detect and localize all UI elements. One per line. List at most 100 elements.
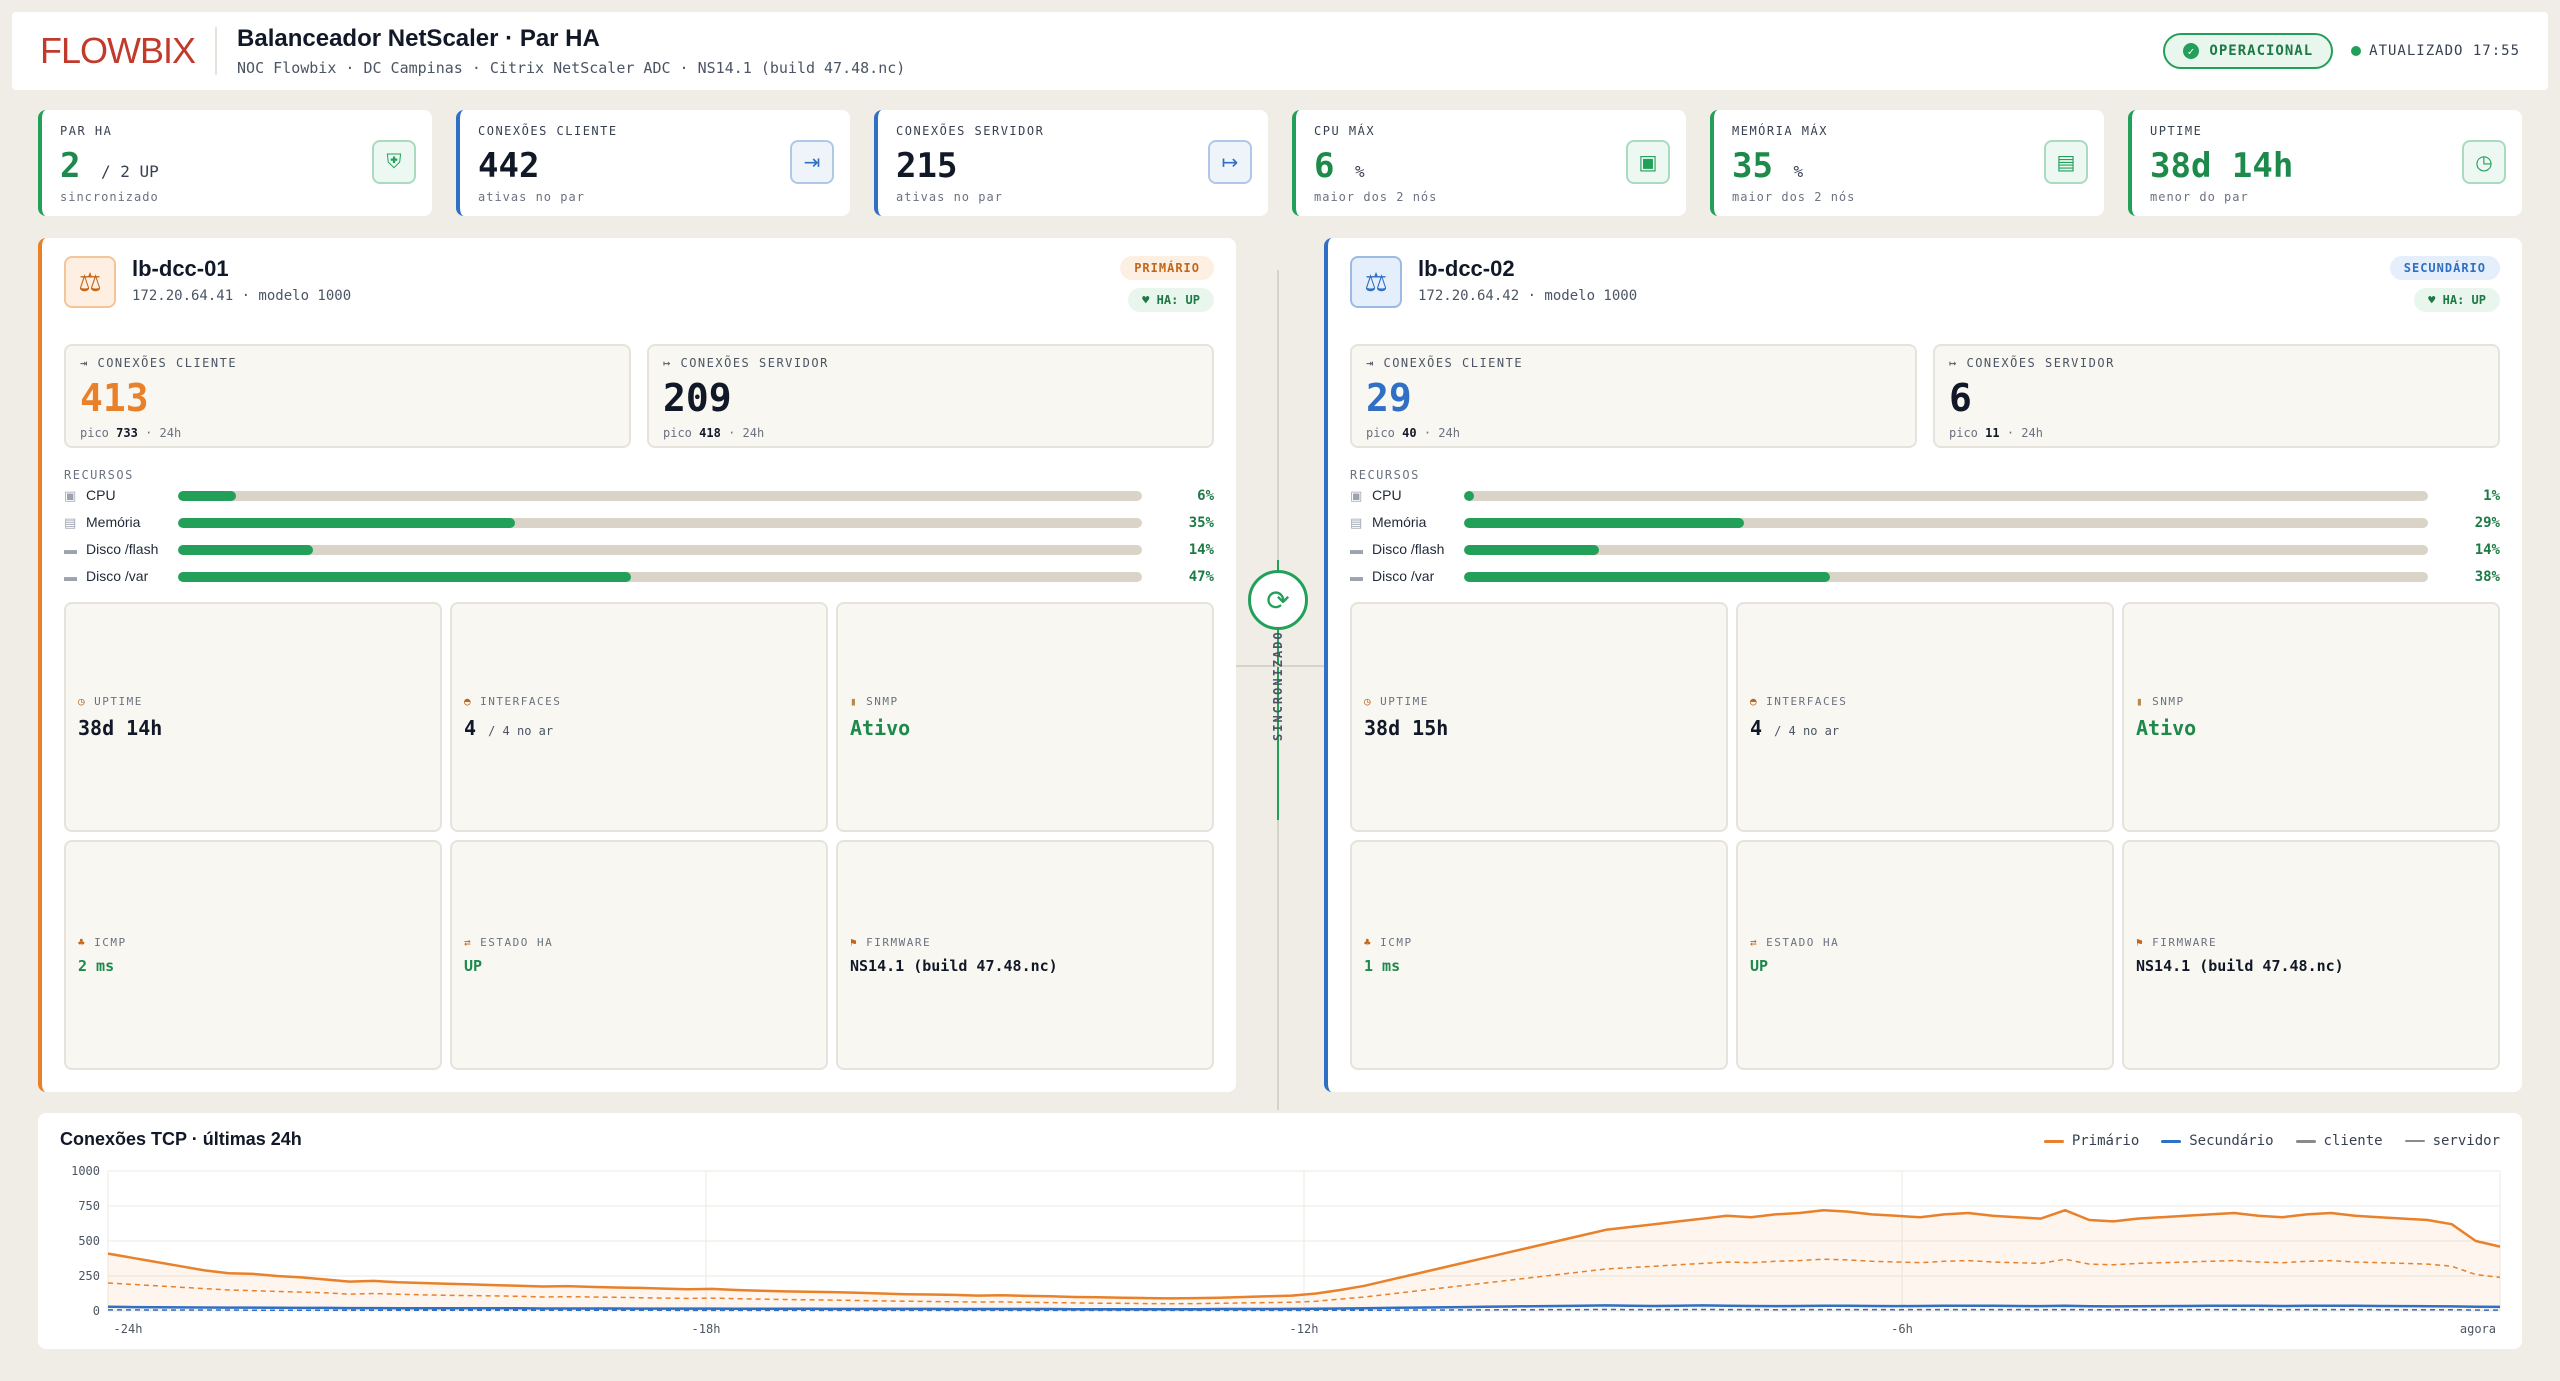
- resource-percent: 47%: [1188, 568, 1214, 585]
- sync-connector-active: [1277, 560, 1279, 820]
- resource-percent: 6%: [1197, 487, 1214, 504]
- primary-area: [108, 1210, 2500, 1311]
- legend-item-secundario[interactable]: Secundário: [2161, 1133, 2274, 1149]
- signal-icon: ▮: [850, 694, 859, 708]
- balance-scale-icon: ⚖: [64, 256, 116, 308]
- resource-row: ▤ Memória 35%: [64, 514, 1214, 531]
- resource-percent: 38%: [2474, 568, 2500, 585]
- node-ip: 172.20.64.42 · modelo 1000: [1418, 288, 1638, 304]
- resource-bar: [178, 544, 1142, 555]
- page-subtitle: NOC Flowbix · DC Campinas · Citrix NetSc…: [237, 59, 906, 77]
- x-tick-label: -6h: [1891, 1322, 1913, 1336]
- ha-state-icon: ⇄: [464, 935, 473, 949]
- tile-value: Ativo: [850, 715, 911, 740]
- sync-icon[interactable]: ⟳: [1248, 570, 1308, 630]
- kpi-value: 2 / 2 UP: [60, 146, 159, 186]
- tile-value: NS14.1 (build 47.48.nc): [2136, 956, 2344, 975]
- balance-scale-icon: ⚖: [1350, 256, 1402, 308]
- login-icon: ⇥: [80, 356, 89, 370]
- info-tile: ◓ INTERFACES 4 / 4 no ar: [1736, 602, 2114, 832]
- kpi-label: MEMÓRIA MÁX: [1732, 124, 1828, 138]
- check-icon: ✓: [2183, 43, 2200, 59]
- tile-value: 1 ms: [1364, 956, 1401, 975]
- kpi-value: 215: [896, 146, 958, 186]
- client-connections-box: ⇥ CONEXÕES CLIENTE 413 pico 733 · 24h: [64, 344, 631, 448]
- series-primario-servidor: [107, 1258, 2501, 1305]
- node-name: lb-dcc-02: [1418, 256, 1515, 281]
- resource-bar: [1464, 517, 2428, 528]
- kpi-caption: ativas no par: [896, 190, 1003, 204]
- ha-badge: ♥ HA: UP: [1128, 288, 1214, 312]
- kpi-caption: maior dos 2 nós: [1732, 190, 1856, 204]
- memory-icon: ▤: [64, 515, 77, 530]
- kpi-label: CONEXÕES CLIENTE: [478, 124, 618, 138]
- ping-icon: ♣: [78, 935, 87, 949]
- kpi-label: PAR HA: [60, 124, 113, 138]
- resource-row: ▬ Disco /flash 14%: [1350, 541, 2500, 558]
- client-peak: pico 733 · 24h: [80, 426, 182, 440]
- server-connections-value: 209: [663, 376, 732, 420]
- legend-item-primario[interactable]: Primário: [2043, 1133, 2139, 1149]
- firmware-icon: ⚑: [850, 935, 859, 949]
- server-peak: pico 11 · 24h: [1949, 426, 2043, 440]
- resource-bar: [178, 517, 1142, 528]
- legend-item-cliente[interactable]: cliente: [2295, 1133, 2383, 1149]
- kpi-card: PAR HA 2 / 2 UP sincronizado ⛨: [38, 110, 432, 216]
- tile-value: Ativo: [2136, 715, 2197, 740]
- resource-row: ▣ CPU 6%: [64, 487, 1214, 504]
- server-connections-value: 6: [1949, 376, 1972, 420]
- resource-bar: [1464, 490, 2428, 501]
- kpi-card: MEMÓRIA MÁX 35 % maior dos 2 nós ▤: [1710, 110, 2104, 216]
- memory-icon: ▤: [2044, 140, 2088, 184]
- disk-icon: ▬: [1350, 542, 1363, 557]
- info-tile: ⇄ ESTADO HA UP: [450, 840, 828, 1070]
- resource-bar: [178, 490, 1142, 501]
- info-tile: ◓ INTERFACES 4 / 4 no ar: [450, 602, 828, 832]
- resource-row: ▤ Memória 29%: [1350, 514, 2500, 531]
- kpi-card: CONEXÕES CLIENTE 442 ativas no par ⇥: [456, 110, 850, 216]
- resource-bar: [1464, 544, 2428, 555]
- signal-icon: ▮: [2136, 694, 2145, 708]
- ha-state-icon: ⇄: [1750, 935, 1759, 949]
- sync-connector-horizontal: [1232, 665, 1324, 667]
- tile-value: 38d 15h: [1364, 715, 1449, 740]
- resource-row: ▣ CPU 1%: [1350, 487, 2500, 504]
- kpi-value: 35 %: [1732, 146, 1804, 186]
- series-secundario-cliente: [107, 1304, 2501, 1311]
- tile-value: 4 / 4 no ar: [464, 715, 554, 740]
- cpu-icon: ▣: [64, 488, 77, 503]
- x-tick-label: agora: [2460, 1322, 2496, 1336]
- resource-row: ▬ Disco /var 38%: [1350, 568, 2500, 585]
- node-name: lb-dcc-01: [132, 256, 229, 281]
- resource-percent: 1%: [2483, 487, 2500, 504]
- resource-percent: 14%: [2474, 541, 2500, 558]
- y-tick-label: 1000: [71, 1164, 100, 1178]
- chart-plot: 0 250 500 750 1000 -24h -18h -12h -6h agora: [71, 1164, 2501, 1336]
- info-tile: ◷ UPTIME 38d 15h: [1350, 602, 1728, 832]
- kpi-card: CPU MÁX 6 % maior dos 2 nós ▣: [1292, 110, 1686, 216]
- server-connections-box: ↦ CONEXÕES SERVIDOR 209 pico 418 · 24h: [647, 344, 1214, 448]
- node-card-lb-dcc-02: ⚖ lb-dcc-02 172.20.64.42 · modelo 1000 S…: [1324, 238, 2522, 1092]
- logout-icon: ↦: [1208, 140, 1252, 184]
- server-connections-box: ↦ CONEXÕES SERVIDOR 6 pico 11 · 24h: [1933, 344, 2500, 448]
- resource-row: ▬ Disco /flash 14%: [64, 541, 1214, 558]
- clock-icon: ◷: [78, 694, 87, 708]
- info-tile: ◷ UPTIME 38d 14h: [64, 602, 442, 832]
- client-peak: pico 40 · 24h: [1366, 426, 1460, 440]
- resources-label: RECURSOS: [1350, 468, 1420, 482]
- client-connections-box: ⇥ CONEXÕES CLIENTE 29 pico 40 · 24h: [1350, 344, 1917, 448]
- resource-row: ▬ Disco /var 47%: [64, 568, 1214, 585]
- series-secundario-servidor: [108, 1308, 2501, 1312]
- kpi-label: UPTIME: [2150, 124, 2203, 138]
- updated-time: ATUALIZADO 17:55: [2351, 43, 2520, 59]
- y-tick-label: 500: [78, 1234, 100, 1248]
- x-tick-label: -12h: [1290, 1322, 1319, 1336]
- resource-bar: [1464, 571, 2428, 582]
- chart-title: Conexões TCP · últimas 24h: [60, 1129, 302, 1149]
- y-tick-label: 0: [93, 1304, 100, 1318]
- kpi-value: 38d 14h: [2150, 146, 2294, 186]
- resource-percent: 14%: [1188, 541, 1214, 558]
- interfaces-icon: ◓: [1750, 694, 1759, 708]
- legend-item-servidor[interactable]: servidor: [2404, 1133, 2500, 1149]
- role-badge: PRIMÁRIO: [1120, 256, 1214, 280]
